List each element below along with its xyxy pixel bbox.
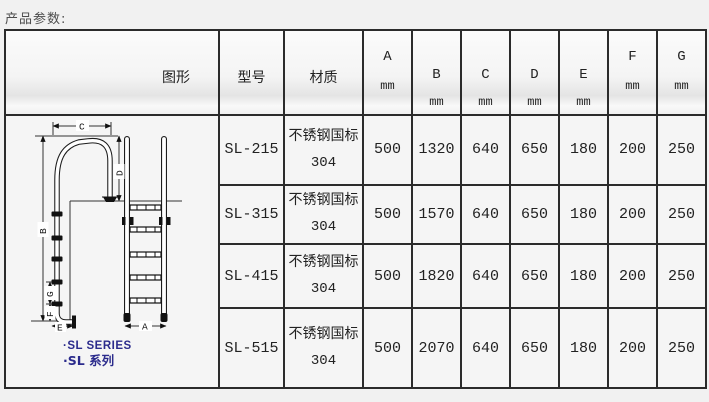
value-cell-d: 650 <box>509 114 560 186</box>
value-cell-d: 650 <box>509 307 560 389</box>
value-cell-e: 180 <box>558 307 609 389</box>
model-cell: SL-415 <box>218 242 285 310</box>
value-cell-a: 500 <box>362 183 413 245</box>
table-row: SL-415 不锈钢国标 304 500 1820 640 650 180 200… <box>5 242 707 310</box>
value-cell-b: 2070 <box>411 307 462 389</box>
page-title: 产品参数: <box>5 12 67 27</box>
table-row: SL-315 不锈钢国标 304 500 1570 640 650 180 200… <box>5 183 707 245</box>
value-cell-c: 640 <box>460 183 511 245</box>
value-cell-c: 640 <box>460 307 511 389</box>
material-cell: 不锈钢国标 304 <box>283 307 364 389</box>
ladder-diagram: C B D G F E A ·SL SERIES ·SL 系列 <box>31 120 182 368</box>
header-model: 型号 <box>218 29 285 116</box>
value-cell-g: 250 <box>656 183 707 245</box>
value-cell-a: 500 <box>362 242 413 310</box>
value-cell-f: 200 <box>607 307 658 389</box>
table-row: SL-515 不锈钢国标 304 500 2070 640 650 180 200… <box>5 307 707 389</box>
header-figure: 图形 <box>4 29 220 116</box>
value-cell-a: 500 <box>362 114 413 186</box>
dim-label-f: F <box>45 311 56 317</box>
material-cell: 不锈钢国标 304 <box>283 114 364 186</box>
material-cell: 不锈钢国标 304 <box>283 242 364 310</box>
figure-cell: C B D G F E A ·SL SERIES ·SL 系列 <box>4 114 220 389</box>
value-cell-g: 250 <box>656 242 707 310</box>
dim-label-b: B <box>38 228 49 234</box>
value-cell-c: 640 <box>460 114 511 186</box>
dim-label-d: D <box>115 170 126 176</box>
dim-label-a: A <box>142 322 148 333</box>
value-cell-e: 180 <box>558 114 609 186</box>
series-caption-cn: ·SL 系列 <box>63 353 114 368</box>
header-material: 材质 <box>283 29 364 116</box>
model-cell: SL-315 <box>218 183 285 245</box>
value-cell-c: 640 <box>460 242 511 310</box>
value-cell-e: 180 <box>558 242 609 310</box>
value-cell-a: 500 <box>362 307 413 389</box>
value-cell-f: 200 <box>607 183 658 245</box>
value-cell-b: 1820 <box>411 242 462 310</box>
value-cell-e: 180 <box>558 183 609 245</box>
value-cell-g: 250 <box>656 114 707 186</box>
value-cell-f: 200 <box>607 114 658 186</box>
series-caption-en: ·SL SERIES <box>63 340 132 352</box>
dim-label-c: C <box>79 122 85 133</box>
model-cell: SL-515 <box>218 307 285 389</box>
value-cell-g: 250 <box>656 307 707 389</box>
value-cell-b: 1320 <box>411 114 462 186</box>
model-cell: SL-215 <box>218 114 285 186</box>
dim-label-g: G <box>45 291 56 297</box>
value-cell-b: 1570 <box>411 183 462 245</box>
dim-label-e: E <box>57 323 63 334</box>
table-row: C B D G F E A ·SL SERIES ·SL 系列 SL-215 不… <box>4 114 707 389</box>
material-cell: 不锈钢国标 304 <box>283 183 364 245</box>
value-cell-d: 650 <box>509 242 560 310</box>
value-cell-f: 200 <box>607 242 658 310</box>
value-cell-d: 650 <box>509 183 560 245</box>
